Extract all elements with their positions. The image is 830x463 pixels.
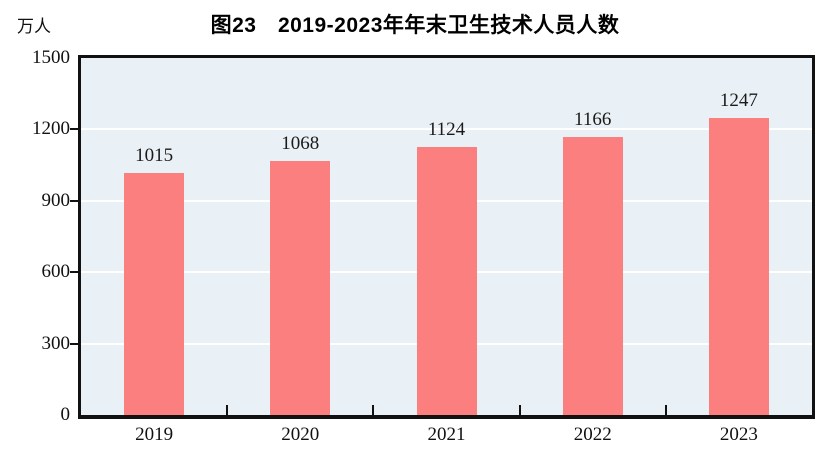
y-axis-tick — [70, 128, 78, 131]
x-tick-label: 2023 — [719, 424, 758, 445]
y-axis-tick — [70, 199, 78, 202]
chart-title: 图23 2019-2023年年末卫生技术人员人数 — [210, 14, 620, 37]
x-tick-label: 2019 — [135, 424, 174, 445]
y-tick-label: 300 — [41, 332, 71, 354]
bar — [270, 160, 331, 415]
bar-value-label: 1015 — [135, 145, 174, 167]
bar-value-label: 1124 — [427, 119, 466, 141]
x-axis-tick — [664, 405, 667, 415]
y-tick-label: 1500 — [32, 47, 70, 68]
bar — [124, 173, 185, 415]
y-tick-label: 0 — [60, 404, 71, 425]
x-axis-tick — [372, 405, 375, 415]
bar — [708, 118, 769, 415]
y-axis-unit-label: 万人 — [17, 17, 51, 36]
gridline — [81, 128, 812, 131]
bar-value-label: 1247 — [719, 90, 758, 112]
plot-area: 1015 1068 1124 1166 1247 — [78, 55, 815, 419]
x-axis-tick — [518, 405, 521, 415]
y-axis-tick — [70, 271, 78, 274]
y-tick-label: 600 — [41, 261, 71, 283]
y-tick-label: 900 — [41, 189, 71, 211]
x-tick-label: 2020 — [281, 424, 320, 445]
bar — [416, 147, 477, 415]
y-axis-tick — [70, 342, 78, 345]
bar-value-label: 1166 — [574, 109, 612, 131]
x-tick-label: 2021 — [427, 424, 466, 445]
bar-value-label: 1068 — [281, 132, 320, 154]
x-tick-label: 2022 — [573, 424, 612, 445]
bar — [562, 137, 623, 415]
y-tick-label: 1200 — [32, 118, 70, 140]
x-axis-tick — [226, 405, 229, 415]
